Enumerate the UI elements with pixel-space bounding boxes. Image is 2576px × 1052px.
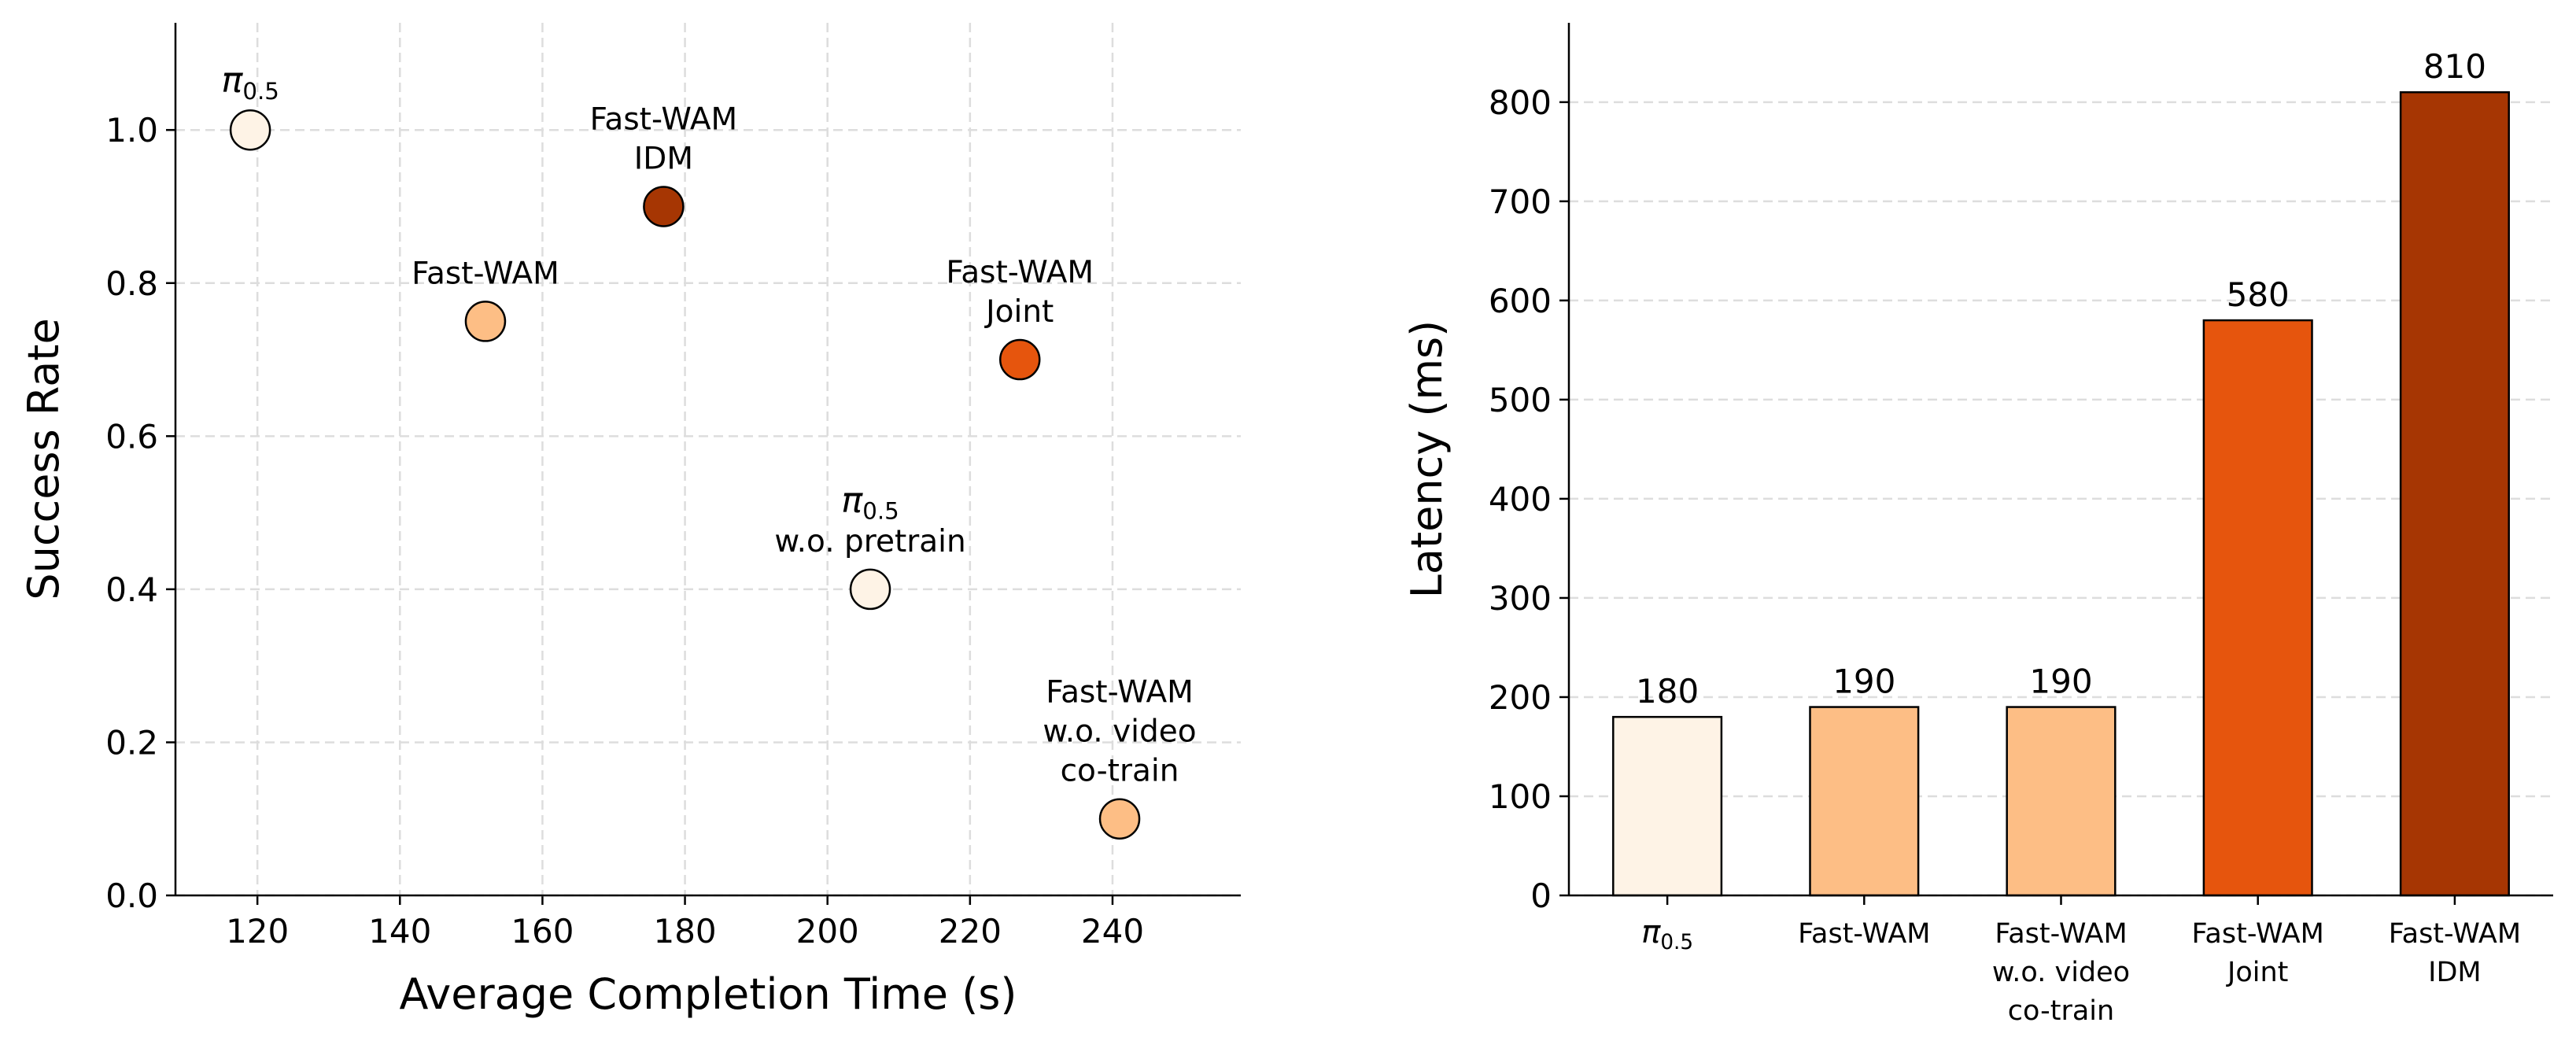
point <box>643 186 685 227</box>
x-tick-label: w.o. video <box>1992 957 2130 988</box>
x-tick-label: 240 <box>1081 912 1144 950</box>
y-tick-label: 0.2 <box>105 723 158 762</box>
value-label: 190 <box>1832 663 1895 701</box>
y-tick-label: 700 <box>1489 183 1552 221</box>
point <box>998 338 1041 381</box>
x-tick-label: π0.5 <box>1641 914 1693 954</box>
x-tick-label: co-train <box>2008 995 2114 1027</box>
x-tick-label: 120 <box>226 912 289 950</box>
point <box>229 109 271 151</box>
point-label: w.o. pretrain <box>774 524 965 559</box>
point-label: Joint <box>984 294 1054 330</box>
y-tick-label: 500 <box>1489 381 1552 419</box>
bar <box>1809 706 1920 897</box>
value-label: 180 <box>1636 672 1699 711</box>
bar <box>2006 706 2117 897</box>
x-axis-label: Average Completion Time (s) <box>400 969 1017 1019</box>
y-tick-label: 0.0 <box>105 877 158 915</box>
x-tick-label: 220 <box>939 912 1002 950</box>
point-label: Fast-WAM <box>411 256 559 291</box>
point-label: w.o. video <box>1043 714 1196 750</box>
y-tick-label: 0 <box>1530 877 1552 915</box>
x-tick-label: 180 <box>653 912 716 950</box>
y-tick-label: 300 <box>1489 579 1552 618</box>
x-tick-label: Joint <box>2226 957 2288 988</box>
point-label: Fast-WAM <box>590 102 738 137</box>
point-label: co-train <box>1061 754 1179 789</box>
x-tick-label: IDM <box>2428 957 2481 988</box>
value-label: 580 <box>2227 275 2290 314</box>
value-label: 190 <box>2029 663 2092 701</box>
x-tick-label: 200 <box>796 912 859 950</box>
x-tick-label: 160 <box>511 912 574 950</box>
bar <box>2399 90 2510 897</box>
y-tick-label: 800 <box>1489 83 1552 122</box>
point-label: Fast-WAM <box>1046 675 1194 711</box>
value-label: 810 <box>2423 47 2486 86</box>
point-label: Fast-WAM <box>946 255 1094 290</box>
y-tick-label: 0.8 <box>105 264 158 303</box>
x-tick-label: 140 <box>368 912 431 950</box>
x-tick-label: Fast-WAM <box>1995 918 2127 950</box>
y-tick-label: 200 <box>1489 678 1552 717</box>
x-tick-label: Fast-WAM <box>2192 918 2324 950</box>
y-tick-label: 0.4 <box>105 570 158 609</box>
y-axis-label: Latency (ms) <box>1402 320 1452 598</box>
y-tick-label: 100 <box>1489 777 1552 816</box>
y-tick-label: 400 <box>1489 480 1552 519</box>
point-label: π0.5 <box>221 59 279 105</box>
bar <box>1612 715 1723 897</box>
point <box>849 568 891 611</box>
y-tick-label: 0.6 <box>105 417 158 456</box>
point <box>1098 798 1141 840</box>
y-tick-label: 1.0 <box>105 111 158 149</box>
y-tick-label: 600 <box>1489 282 1552 320</box>
point-label: π0.5 <box>841 479 899 525</box>
point-label: IDM <box>634 141 693 176</box>
y-axis-label: Success Rate <box>19 318 68 600</box>
x-tick-label: Fast-WAM <box>1798 918 1930 950</box>
x-tick-label: Fast-WAM <box>2389 918 2521 950</box>
bar <box>2202 319 2313 897</box>
point <box>464 301 507 342</box>
